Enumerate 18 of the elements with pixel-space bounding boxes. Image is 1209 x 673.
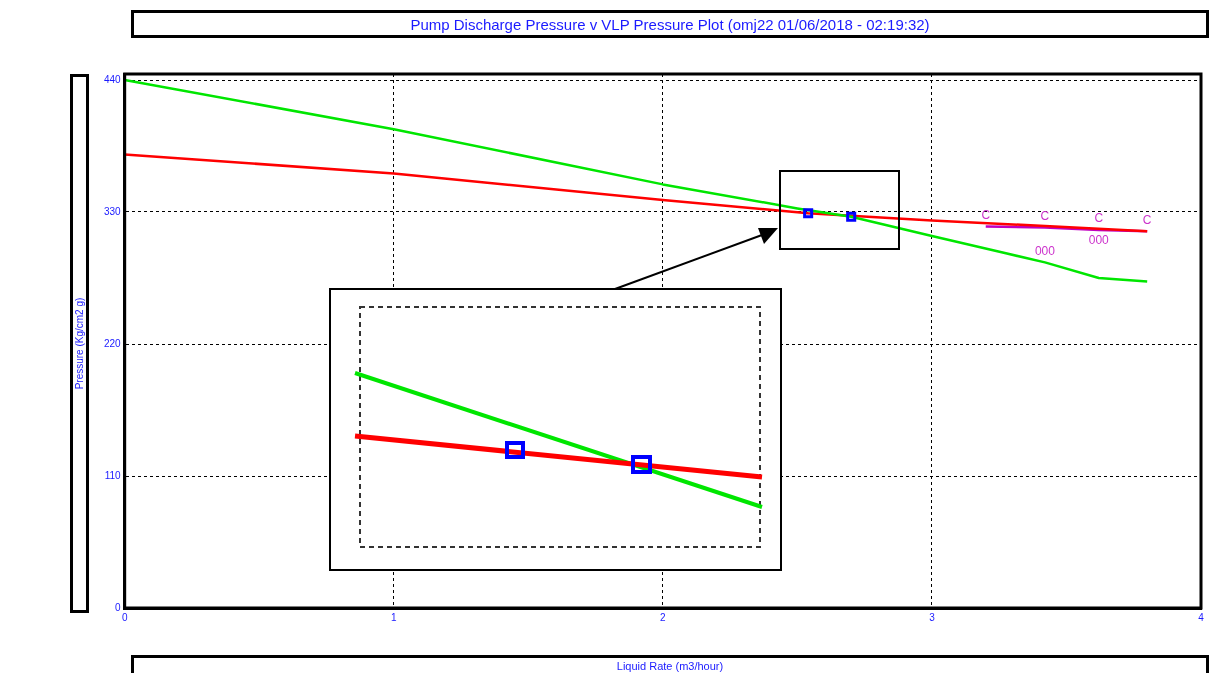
y-axis-title: Pressure (Kg/cm2 g) bbox=[74, 297, 86, 390]
annotation: C bbox=[1094, 211, 1104, 226]
y-tick-label: 330 bbox=[104, 205, 122, 217]
annotation: C bbox=[1142, 212, 1152, 227]
y-tick-label: 0 bbox=[115, 601, 122, 613]
x-tick-label: 2 bbox=[660, 611, 667, 623]
chart-title: Pump Discharge Pressure v VLP Pressure Plot (omj22 01/06/2018 - 02:19:32) bbox=[131, 10, 1209, 38]
x-axis-title: Liquid Rate (m3/hour) bbox=[131, 655, 1209, 673]
y-tick-label: 220 bbox=[104, 337, 122, 349]
annotation: C bbox=[981, 207, 991, 222]
annotation: 000 bbox=[1034, 243, 1056, 258]
annotation: 000 bbox=[1088, 233, 1110, 248]
x-tick-label: 4 bbox=[1198, 611, 1205, 623]
x-tick-label: 3 bbox=[929, 611, 936, 623]
y-tick-label: 440 bbox=[104, 73, 122, 85]
x-tick-label: 1 bbox=[390, 611, 397, 623]
y-tick-label: 110 bbox=[104, 469, 122, 481]
annotation: C bbox=[1040, 208, 1050, 223]
